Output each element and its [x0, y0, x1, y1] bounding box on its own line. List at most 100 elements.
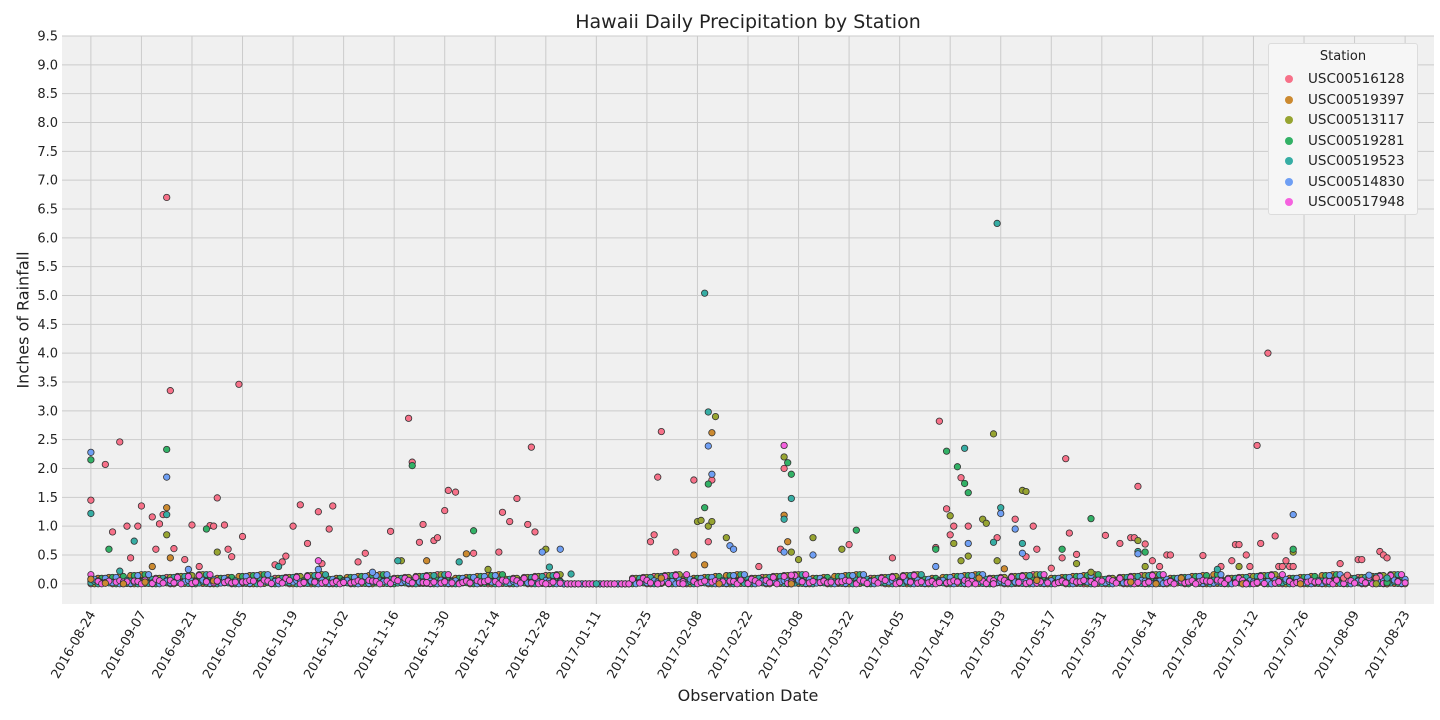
point-USC00517948 [802, 571, 810, 579]
data-points [87, 193, 1409, 588]
point-USC00517948 [863, 579, 871, 587]
point-USC00517948 [906, 578, 914, 586]
point-USC00519523 [780, 515, 788, 523]
legend: Station USC00516128 USC00519397 USC0051311… [1268, 43, 1418, 215]
point-USC00514830 [1325, 572, 1333, 580]
point-USC00516128 [282, 552, 290, 560]
point-USC00516128 [152, 545, 160, 553]
legend-title: Station [1319, 49, 1367, 64]
point-USC00517948 [654, 580, 662, 588]
point-USC00517948 [672, 572, 680, 580]
point-USC00517948 [159, 579, 167, 587]
point-USC00517948 [314, 572, 322, 580]
point-USC00516128 [1072, 550, 1081, 559]
point-USC00516128 [224, 545, 232, 553]
legend-marker [1285, 198, 1293, 207]
x-tick-label: 2017-07-12 [1211, 609, 1262, 682]
point-USC00517948 [737, 576, 745, 584]
point-USC00514830 [932, 562, 940, 571]
point-USC00519523 [567, 570, 575, 578]
point-USC00514830 [145, 571, 153, 579]
point-USC00516128 [134, 522, 142, 530]
point-USC00516128 [1058, 554, 1066, 562]
point-USC00517948 [1145, 578, 1153, 586]
point-USC00516128 [127, 554, 135, 562]
point-USC00514830 [556, 545, 564, 553]
point-USC00517948 [1148, 572, 1156, 580]
point-USC00514830 [184, 565, 192, 574]
y-tick-label: 0.0 [37, 577, 58, 592]
y-tick-label: 2.5 [37, 433, 58, 448]
point-USC00516128 [1336, 560, 1344, 568]
point-USC00517948 [888, 573, 896, 581]
point-USC00519523 [592, 580, 600, 588]
point-USC00516128 [935, 417, 943, 425]
point-USC00517948 [1091, 580, 1099, 588]
legend-item-USC00517948: USC00517948 [1269, 192, 1417, 213]
point-USC00516128 [1029, 522, 1037, 530]
point-USC00516128 [361, 549, 369, 557]
point-USC00516128 [1101, 531, 1110, 539]
point-USC00517948 [285, 576, 293, 584]
point-USC00516128 [329, 502, 337, 510]
point-USC00516128 [170, 545, 178, 553]
x-tick-label: 2016-10-19 [251, 609, 302, 682]
point-USC00519397 [975, 574, 983, 582]
point-USC00517948 [1361, 579, 1369, 587]
point-USC00517948 [549, 578, 557, 586]
point-USC00516128 [657, 427, 665, 436]
point-USC00516128 [1134, 482, 1142, 490]
point-USC00517948 [845, 577, 853, 585]
point-USC00514830 [730, 572, 738, 580]
point-USC00516128 [845, 541, 853, 549]
point-USC00519523 [704, 408, 712, 416]
point-USC00516128 [213, 494, 221, 502]
point-USC00517948 [300, 578, 308, 586]
point-USC00516128 [704, 538, 712, 546]
point-USC00519397 [708, 429, 716, 437]
point-USC00519523 [545, 563, 554, 571]
point-USC00513117 [163, 531, 171, 539]
legend-label: USC00513117 [1308, 112, 1405, 129]
point-USC00519523 [989, 538, 998, 546]
x-tick-label: 2017-04-19 [908, 609, 959, 682]
point-USC00517948 [1394, 578, 1402, 586]
point-USC00514830 [780, 548, 788, 556]
point-USC00517948 [542, 580, 550, 588]
point-USC00516128 [1253, 441, 1261, 450]
point-USC00514830 [368, 568, 377, 576]
point-USC00517948 [827, 578, 835, 586]
point-USC00517948 [964, 580, 972, 588]
point-USC00517948 [502, 577, 510, 585]
y-tick-label: 4.5 [37, 318, 58, 333]
point-USC00513117 [1141, 562, 1149, 571]
y-tick-label: 6.5 [37, 202, 58, 217]
legend-marker [1285, 177, 1293, 186]
y-tick-label: 1.5 [37, 491, 58, 506]
point-USC00517948 [1116, 574, 1124, 582]
point-USC00517948 [647, 579, 655, 587]
point-USC00514830 [809, 551, 817, 559]
point-USC00516128 [1235, 541, 1243, 549]
point-USC00516128 [278, 558, 286, 566]
point-USC00517948 [780, 441, 788, 450]
point-USC00516128 [137, 502, 146, 510]
point-USC00517948 [484, 576, 492, 584]
point-USC00519397 [148, 562, 156, 571]
point-USC00517948 [441, 578, 449, 586]
legend-marker [1285, 75, 1293, 84]
point-USC00516128 [444, 486, 452, 494]
point-USC00516128 [419, 520, 427, 529]
point-USC00513117 [794, 555, 803, 564]
point-USC00519397 [690, 551, 698, 559]
point-USC00516128 [415, 538, 424, 546]
point-USC00516128 [195, 562, 203, 571]
point-USC00513117 [780, 453, 788, 461]
point-USC00516128 [1116, 539, 1124, 548]
point-USC00516128 [166, 387, 174, 395]
point-USC00514830 [1018, 549, 1027, 557]
point-USC00517948 [683, 571, 691, 579]
y-tick-label: 5.0 [37, 289, 58, 304]
y-tick-label: 7.0 [37, 174, 58, 189]
point-USC00516128 [303, 539, 312, 548]
